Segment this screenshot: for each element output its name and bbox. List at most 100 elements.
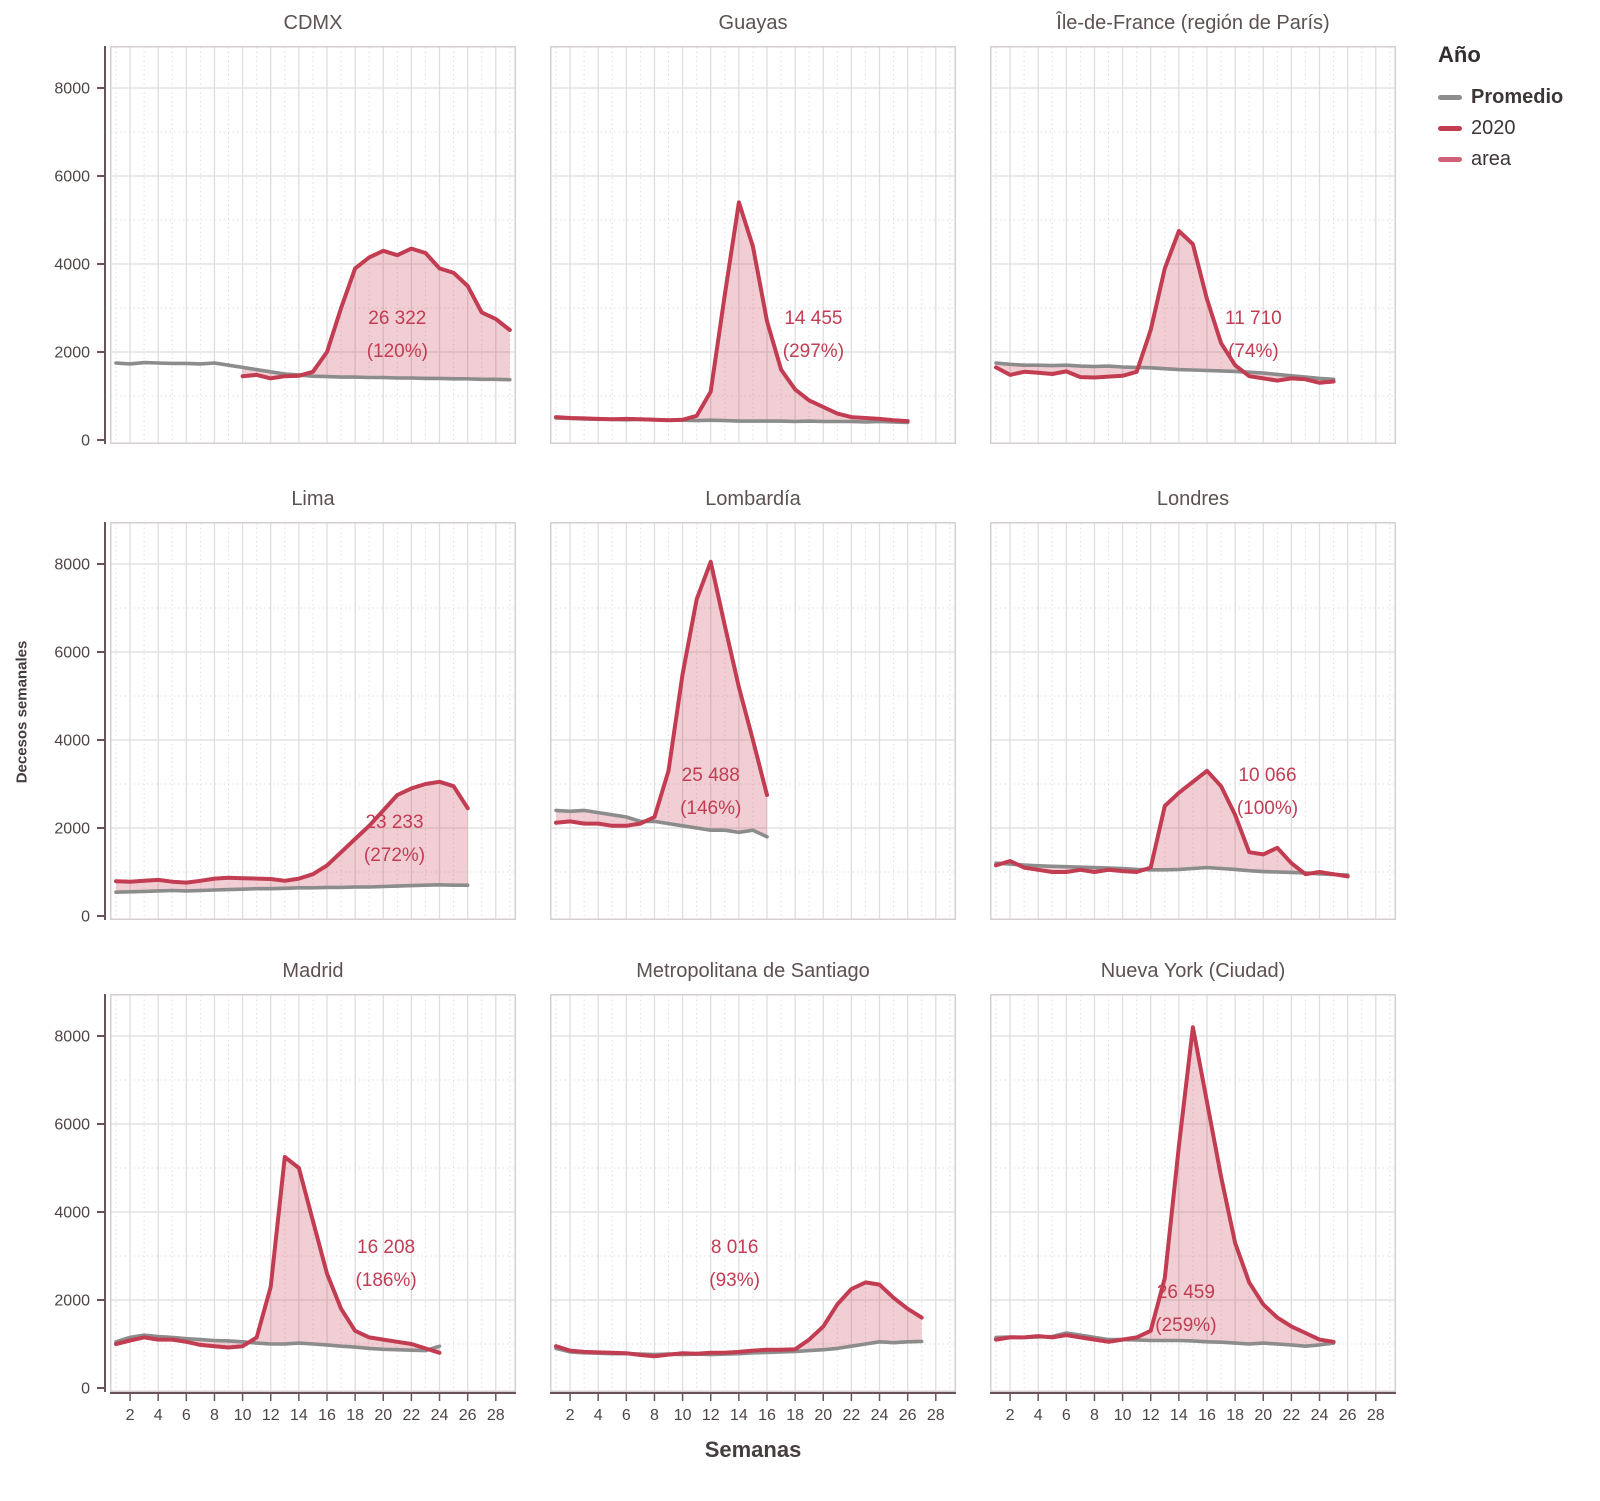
x-tick-label: 26 xyxy=(459,1407,477,1424)
chart-londres: 10 066 (100%) xyxy=(990,522,1396,920)
panel-border xyxy=(550,46,956,444)
x-tick-label: 16 xyxy=(318,1407,336,1424)
excess-area xyxy=(556,1282,922,1357)
legend-item-area: area xyxy=(1438,144,1563,175)
excess-annotation-percent: (297%) xyxy=(783,341,844,362)
panel-title-lombardia: Lombardía xyxy=(705,488,801,510)
panel-border xyxy=(990,522,1396,920)
chart-madrid: 16 208 (186%) xyxy=(110,994,516,1392)
promedio-line xyxy=(994,361,1336,382)
excess-annotation-percent: (120%) xyxy=(367,341,428,362)
panel-title-londres: Londres xyxy=(1156,488,1230,510)
excess-area xyxy=(996,231,1334,383)
x-tick-label: 20 xyxy=(1254,1407,1272,1424)
y-tick-label: 4000 xyxy=(54,1205,90,1222)
panel-border xyxy=(110,522,516,920)
excess-annotation-percent: (186%) xyxy=(355,1270,416,1291)
line-2020 xyxy=(994,229,1336,385)
x-tick-label: 22 xyxy=(402,1407,420,1424)
x-tick-label: 4 xyxy=(1034,1407,1043,1424)
legend-swatch-2020 xyxy=(1438,126,1462,131)
promedio-line xyxy=(114,882,470,895)
chart-guayas: 14 455 (297%) xyxy=(550,46,956,444)
x-tick-label: 2 xyxy=(1006,1407,1015,1424)
line-2020 xyxy=(240,246,512,381)
panel-title-madrid: Madrid xyxy=(282,960,344,982)
line-2020 xyxy=(994,1025,1336,1344)
x-tick-label: 8 xyxy=(210,1407,219,1424)
legend-title: Año xyxy=(1438,42,1481,67)
chart-ile-de-france-region-de-paris: 11 710 (74%) xyxy=(990,46,1396,444)
legend-label-area: area xyxy=(1471,148,1512,170)
x-tick-label: 14 xyxy=(1170,1407,1188,1424)
y-tick-label: 0 xyxy=(81,433,90,450)
y-tick-label: 4000 xyxy=(54,733,90,750)
excess-annotation-percent: (93%) xyxy=(709,1270,760,1291)
excess-area xyxy=(242,248,510,380)
x-tick-label: 8 xyxy=(650,1407,659,1424)
excess-annotation-percent: (74%) xyxy=(1228,341,1279,362)
y-tick-label: 6000 xyxy=(54,169,90,186)
x-tick-label: 6 xyxy=(182,1407,191,1424)
x-tick-label: 10 xyxy=(1114,1407,1132,1424)
x-tick-label: 28 xyxy=(487,1407,505,1424)
x-tick-label: 24 xyxy=(871,1407,889,1424)
excess-annotation-value: 26 459 xyxy=(1157,1282,1215,1303)
y-tick-label: 2000 xyxy=(54,1293,90,1310)
legend: Año Promedio 2020 area xyxy=(1438,42,1563,175)
x-tick-label: 24 xyxy=(1311,1407,1329,1424)
x-tick-label: 16 xyxy=(1198,1407,1216,1424)
chart-lombardia: 25 488 (146%) xyxy=(550,522,956,920)
x-tick-label: 26 xyxy=(1339,1407,1357,1424)
x-tick-label: 22 xyxy=(1282,1407,1300,1424)
x-tick-label: 28 xyxy=(1367,1407,1385,1424)
legend-item-2020: 2020 xyxy=(1438,113,1563,144)
excess-annotation-value: 11 710 xyxy=(1225,308,1282,329)
y-tick-label: 8000 xyxy=(54,1029,90,1046)
promedio-line xyxy=(114,360,512,382)
excess-annotation-value: 14 455 xyxy=(784,308,842,329)
excess-annotation-percent: (259%) xyxy=(1155,1315,1216,1336)
excess-annotation-percent: (272%) xyxy=(364,845,425,866)
excess-annotation-value: 23 233 xyxy=(365,812,423,833)
x-tick-label: 12 xyxy=(1142,1407,1160,1424)
panel-border xyxy=(110,994,516,1392)
y-tick-label: 6000 xyxy=(54,645,90,662)
x-axis-col-1: 2 4 6 8 10 12 14 16 18 20 22 24 26 28 xyxy=(110,1392,516,1424)
chart-nueva-york-ciudad: 26 459 (259%) xyxy=(990,994,1396,1392)
excess-annotation-value: 25 488 xyxy=(682,765,740,786)
line-2020 xyxy=(554,559,769,828)
x-tick-label: 18 xyxy=(786,1407,804,1424)
y-tick-label: 4000 xyxy=(54,257,90,274)
x-tick-label: 18 xyxy=(346,1407,364,1424)
x-tick-label: 2 xyxy=(126,1407,135,1424)
panel-border xyxy=(550,994,956,1392)
line-2020 xyxy=(554,1280,924,1359)
x-tick-label: 12 xyxy=(262,1407,280,1424)
x-tick-label: 28 xyxy=(927,1407,945,1424)
excess-area xyxy=(996,770,1348,877)
y-axis-row-3: 0 2000 4000 6000 8000 xyxy=(54,994,106,1398)
line-2020 xyxy=(114,1155,442,1355)
excess-annotation-percent: (146%) xyxy=(680,798,741,819)
legend-label-promedio: Promedio xyxy=(1471,86,1564,108)
y-tick-label: 0 xyxy=(81,909,90,926)
x-tick-label: 10 xyxy=(674,1407,692,1424)
promedio-line xyxy=(994,861,1350,877)
excess-annotation-value: 8 016 xyxy=(711,1237,759,1258)
panel-title-lima: Lima xyxy=(291,488,335,510)
panel-title-nueva-york-ciudad: Nueva York (Ciudad) xyxy=(1100,960,1286,982)
excess-area xyxy=(116,781,468,893)
x-tick-label: 6 xyxy=(1062,1407,1071,1424)
panel-border xyxy=(550,522,956,920)
panel-title-guayas: Guayas xyxy=(718,12,788,34)
panel-title-ile-de-france-region-de-paris: Île-de-France (región de París) xyxy=(1056,12,1330,34)
excess-annotation-value: 10 066 xyxy=(1238,765,1296,786)
panel-border xyxy=(990,46,1396,444)
y-axis-row-2: 0 2000 4000 6000 8000 xyxy=(54,522,106,926)
panel-title-cdmx: CDMX xyxy=(283,12,343,34)
panel-title-metropolitana-de-santiago: Metropolitana de Santiago xyxy=(636,960,870,982)
excess-annotation-value: 16 208 xyxy=(357,1237,415,1258)
x-tick-label: 14 xyxy=(730,1407,748,1424)
